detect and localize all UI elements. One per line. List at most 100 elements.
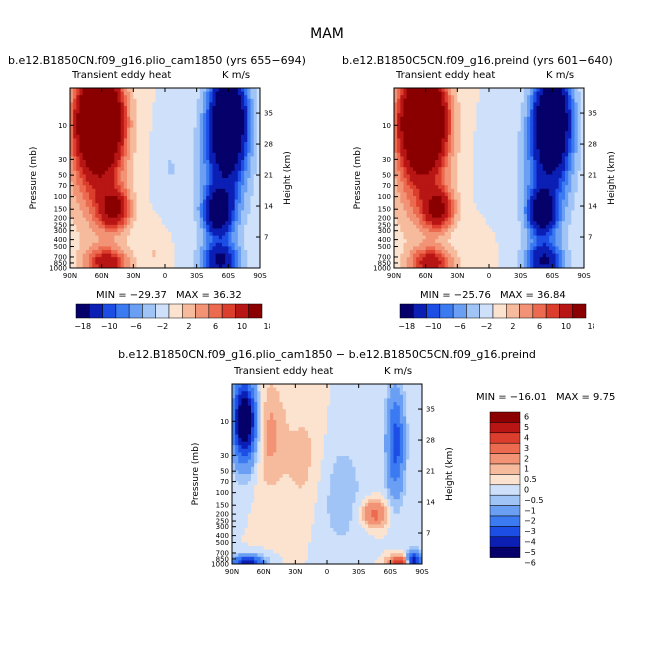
preind-cell — [397, 88, 401, 92]
preind-cell — [489, 253, 493, 258]
preind-cell — [400, 124, 404, 128]
plio-cell — [218, 95, 223, 100]
preind-cell — [485, 98, 490, 103]
plio-cell — [133, 95, 137, 100]
plio-cell — [120, 149, 125, 154]
plio-cell — [168, 235, 172, 240]
preind-cell — [444, 196, 449, 200]
plio-cell — [237, 152, 242, 157]
plio-cell — [187, 131, 191, 136]
plio-cell — [225, 134, 229, 139]
preind-cell — [492, 210, 496, 215]
preind-cell — [514, 120, 518, 125]
preind-cell — [492, 127, 496, 132]
preind-cell — [425, 264, 430, 269]
preind-cell — [403, 152, 408, 157]
plio-cell — [256, 91, 261, 96]
plio-cell — [76, 156, 80, 161]
plio-cell — [171, 98, 175, 103]
preind-cell — [432, 206, 436, 211]
plio-cell — [133, 264, 137, 269]
plio-cell — [206, 217, 210, 222]
panel-plio-max: MAX = 36.32 — [176, 290, 242, 301]
preind-cell — [454, 134, 458, 139]
plio-cell — [108, 156, 112, 161]
plio-cell — [228, 242, 232, 247]
preind-cell — [444, 91, 449, 96]
preind-cell — [428, 235, 433, 240]
plio-cell — [241, 156, 245, 161]
preind-cell — [511, 167, 515, 172]
preind-cell — [394, 120, 398, 125]
plio-cell — [177, 264, 182, 269]
preind-cell — [435, 214, 439, 218]
preind-cell — [498, 246, 503, 251]
plio-cell — [158, 250, 163, 254]
preind-cell — [495, 163, 499, 168]
plio-cell — [89, 116, 93, 121]
preind-cell — [470, 88, 474, 92]
plio-cell — [136, 102, 141, 107]
plio-cell — [231, 138, 236, 143]
plio-cell — [139, 134, 144, 139]
preind-cell — [482, 242, 487, 247]
preind-cell — [495, 167, 499, 172]
plio-cell — [155, 91, 160, 96]
preind-cell — [463, 203, 468, 208]
preind-cell — [479, 170, 484, 175]
plio-cell — [234, 131, 239, 136]
plio-cell — [206, 120, 210, 125]
preind-cell — [482, 264, 487, 269]
plio-cell — [104, 102, 109, 107]
plio-cell — [117, 178, 122, 182]
preind-cell — [466, 181, 471, 186]
plio-cell — [98, 138, 103, 143]
preind-cell — [485, 203, 490, 208]
plio-cell — [142, 156, 147, 161]
preind-cell — [406, 260, 411, 265]
plio-cell — [218, 264, 223, 269]
plio-cell — [234, 188, 239, 193]
plio-cell — [212, 181, 217, 186]
plio-cell — [73, 181, 77, 186]
preind-cell — [400, 210, 404, 215]
preind-cell — [413, 124, 417, 128]
plio-cell — [174, 257, 179, 262]
plio-cell — [152, 109, 156, 114]
preind-cell — [463, 178, 468, 182]
plio-cell — [193, 98, 198, 103]
plio-cell — [92, 127, 96, 132]
preind-cell — [460, 235, 465, 240]
plio-cell — [193, 95, 198, 100]
plio-cell — [196, 88, 201, 92]
plio-cell — [149, 199, 153, 204]
plio-cell — [142, 113, 147, 118]
plio-cell — [85, 138, 90, 143]
preind-cell — [482, 246, 487, 251]
plio-cell — [237, 217, 242, 222]
plio-cell — [101, 124, 106, 128]
preind-cell — [473, 124, 477, 128]
plio-cell — [247, 192, 251, 197]
plio-cell — [231, 106, 236, 110]
preind-cell — [406, 192, 411, 197]
plio-cell — [168, 246, 172, 251]
plio-cell — [174, 145, 179, 150]
plio-cell — [70, 199, 74, 204]
preind-cell — [451, 253, 455, 258]
plio-cell — [212, 145, 217, 150]
preind-cell — [498, 199, 503, 204]
plio-cell — [256, 232, 261, 236]
plio-cell — [120, 178, 125, 182]
preind-cell — [460, 196, 465, 200]
preind-cell — [514, 145, 518, 150]
plio-cell — [187, 199, 191, 204]
plio-cell — [237, 242, 242, 247]
plio-cell — [120, 167, 125, 172]
preind-cell — [400, 188, 404, 193]
plio-cell — [70, 214, 74, 218]
plio-cell — [142, 102, 147, 107]
plio-cell — [92, 206, 96, 211]
preind-cell — [485, 170, 490, 175]
plio-cell — [168, 264, 172, 269]
